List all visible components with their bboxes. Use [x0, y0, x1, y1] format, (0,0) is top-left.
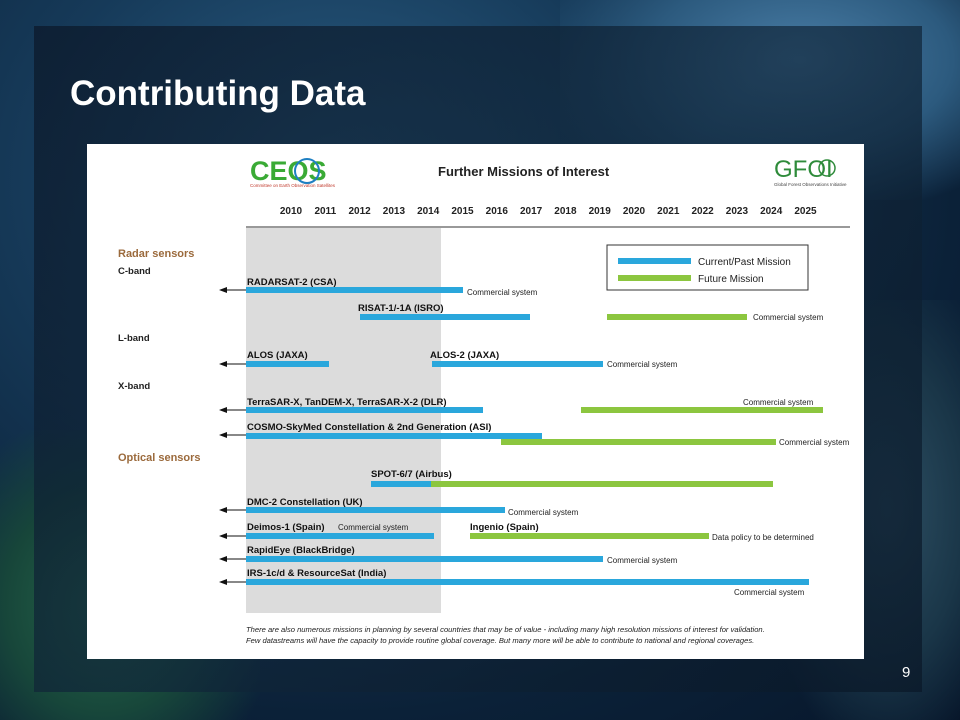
slide-title: Contributing Data	[70, 74, 366, 113]
note-terrasar: Commercial system	[743, 398, 814, 407]
missions-timeline-figure: CEOS Committee on Earth Observation Sate…	[87, 144, 864, 659]
mission-label-spot67: SPOT-6/7 (Airbus)	[371, 469, 452, 480]
mission-label-alos: ALOS (JAXA)	[247, 350, 308, 361]
mission-label-radarsat2: RADARSAT-2 (CSA)	[247, 277, 337, 288]
ceos-logo: CEOS Committee on Earth Observation Sate…	[250, 156, 336, 188]
footnote-line-2: Few datastreams will have the capacity t…	[246, 636, 754, 645]
year-axis: 2010 2011 2012 2013 2014 2015 2016 2017 2018 2019…	[280, 206, 817, 217]
note-ingenio: Data policy to be determined	[712, 533, 814, 542]
mission-label-risat1: RISAT-1/-1A (ISRO)	[358, 303, 444, 314]
gfoi-logo: GFOI Global Forest Observations Initiati…	[774, 156, 847, 187]
mission-label-irs: IRS-1c/d & ResourceSat (India)	[247, 568, 386, 579]
year-label-2017: 2017	[520, 206, 543, 217]
slide-number: 9	[902, 664, 911, 681]
legend-future-label: Future Mission	[698, 274, 764, 285]
bar-radarsat2-current	[246, 287, 463, 293]
x-band-label: X-band	[118, 381, 150, 392]
year-label-2012: 2012	[348, 206, 371, 217]
year-label-2020: 2020	[623, 206, 646, 217]
mission-notes: Commercial system Commercial system Comm…	[338, 288, 850, 597]
mission-label-deimos1: Deimos-1 (Spain)	[247, 522, 325, 533]
legend: Current/Past Mission Future Mission	[606, 244, 809, 291]
bar-terrasar-x2-future	[581, 407, 823, 413]
bar-alos-current	[246, 361, 329, 367]
note-cosmo-skymed: Commercial system	[779, 438, 850, 447]
pre-2010-arrows	[219, 287, 246, 585]
gfoi-tree-icon	[818, 159, 836, 177]
bar-spot67-current	[371, 481, 431, 487]
note-risat1: Commercial system	[753, 313, 824, 322]
year-label-2025: 2025	[794, 206, 817, 217]
year-label-2021: 2021	[657, 206, 680, 217]
c-band-label: C-band	[118, 266, 151, 277]
gfoi-subtitle: Global Forest Observations Initiative	[774, 182, 847, 187]
year-label-2016: 2016	[486, 206, 509, 217]
l-band-label: L-band	[118, 333, 150, 344]
year-label-2015: 2015	[451, 206, 474, 217]
bar-dmc2-current	[246, 507, 505, 513]
legend-current-label: Current/Past Mission	[698, 257, 791, 268]
mission-label-ingenio: Ingenio (Spain)	[470, 522, 539, 533]
figure-heading: Further Missions of Interest	[438, 164, 610, 179]
year-label-2010: 2010	[280, 206, 303, 217]
legend-future-swatch	[618, 275, 691, 281]
mission-bars	[246, 287, 823, 585]
note-deimos1: Commercial system	[338, 523, 409, 532]
bar-ingenio-future	[470, 533, 709, 539]
ceos-globe-icon	[294, 158, 320, 184]
footnote-line-1: There are also numerous missions in plan…	[246, 625, 765, 634]
note-radarsat2: Commercial system	[467, 288, 538, 297]
year-label-2014: 2014	[417, 206, 440, 217]
bar-rapideye-current	[246, 556, 603, 562]
optical-sensors-heading: Optical sensors	[118, 452, 201, 464]
year-label-2023: 2023	[726, 206, 749, 217]
mission-label-terrasar: TerraSAR-X, TanDEM-X, TerraSAR-X-2 (DLR)	[247, 397, 447, 408]
mission-label-dmc2: DMC-2 Constellation (UK)	[247, 497, 363, 508]
mission-label-cosmo-skymed: COSMO-SkyMed Constellation & 2nd Generat…	[247, 422, 491, 433]
radar-sensors-heading: Radar sensors	[118, 248, 194, 260]
bar-irs-current	[246, 579, 809, 585]
note-irs: Commercial system	[734, 588, 805, 597]
year-label-2011: 2011	[314, 206, 336, 217]
legend-current-swatch	[618, 258, 691, 264]
year-label-2022: 2022	[691, 206, 714, 217]
mission-label-rapideye: RapidEye (BlackBridge)	[247, 545, 355, 556]
year-label-2018: 2018	[554, 206, 577, 217]
bar-cosmo-skymed-2g-future	[501, 439, 776, 445]
mission-label-alos2: ALOS-2 (JAXA)	[430, 350, 499, 361]
ceos-logo-text: CEOS	[250, 156, 327, 186]
legend-box	[606, 244, 809, 291]
bar-spot67-future	[431, 481, 773, 487]
bar-risat1a-future	[607, 314, 747, 320]
note-alos2: Commercial system	[607, 360, 678, 369]
bar-risat1-current	[360, 314, 530, 320]
year-label-2024: 2024	[760, 206, 783, 217]
ceos-subtitle: Committee on Earth Observation Satellite…	[250, 183, 336, 188]
year-label-2019: 2019	[589, 206, 612, 217]
note-rapideye: Commercial system	[607, 556, 678, 565]
bar-cosmo-skymed-current	[246, 433, 542, 439]
mission-labels: RADARSAT-2 (CSA) RISAT-1/-1A (ISRO) ALOS…	[247, 277, 539, 579]
bar-deimos1-current	[246, 533, 434, 539]
year-label-2013: 2013	[383, 206, 406, 217]
bar-terrasar-current	[246, 407, 483, 413]
timeline-chart: CEOS Committee on Earth Observation Sate…	[118, 156, 850, 645]
bar-alos2-current	[432, 361, 603, 367]
note-dmc2: Commercial system	[508, 508, 579, 517]
